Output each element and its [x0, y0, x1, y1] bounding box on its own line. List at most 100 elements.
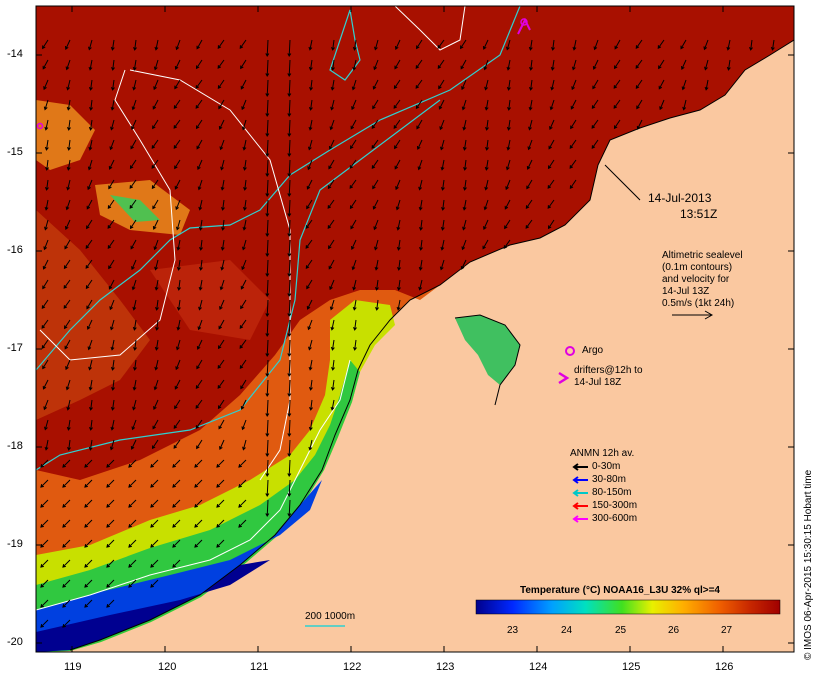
- velocity-arrow: [265, 239, 270, 257]
- velocity-arrow: [265, 79, 270, 97]
- velocity-arrow: [463, 159, 467, 171]
- velocity-arrow: [41, 319, 49, 329]
- velocity-arrow: [110, 79, 115, 91]
- velocity-arrow: [88, 59, 93, 71]
- velocity-arrow: [242, 439, 247, 451]
- lon-label-121: 121: [250, 661, 269, 673]
- velocity-arrow: [217, 359, 225, 369]
- anmn-item-2: 80-150m: [592, 487, 632, 498]
- velocity-arrow: [438, 79, 445, 90]
- velocity-arrow: [375, 299, 379, 311]
- velocity-arrow: [44, 139, 49, 151]
- offshore-patch-3: [110, 195, 160, 222]
- velocity-arrow: [462, 219, 467, 231]
- velocity-arrow: [265, 399, 270, 417]
- velocity-arrow: [177, 279, 181, 291]
- velocity-arrow: [265, 199, 270, 217]
- velocity-arrow: [89, 99, 93, 111]
- velocity-arrow: [84, 599, 93, 608]
- velocity-arrow: [44, 119, 49, 131]
- velocity-arrow: [239, 39, 247, 49]
- velocity-arrow: [327, 219, 335, 229]
- velocity-arrow: [199, 239, 203, 251]
- velocity-arrow: [419, 219, 423, 231]
- velocity-arrow: [195, 419, 203, 429]
- velocity-arrow: [175, 219, 181, 231]
- velocity-arrow: [194, 459, 203, 468]
- lat-label-18: -18: [7, 440, 23, 452]
- velocity-arrow: [571, 59, 577, 71]
- drifters-line-2: 14-Jul 18Z: [574, 377, 622, 388]
- velocity-arrow: [437, 39, 445, 49]
- argo-label: Argo: [582, 345, 604, 356]
- velocity-arrow: [265, 279, 270, 297]
- velocity-arrow: [154, 359, 159, 371]
- axis-ticks: [36, 6, 794, 652]
- anmn-item-1: 30-80m: [592, 474, 626, 485]
- velocity-arrow: [265, 119, 270, 137]
- velocity-arrow: [196, 339, 203, 350]
- velocity-arrow: [330, 319, 335, 331]
- velocity-arrow: [196, 139, 203, 150]
- velocity-arrow: [64, 239, 71, 250]
- velocity-arrow: [350, 219, 357, 230]
- velocity-arrow: [42, 259, 49, 270]
- velocity-arrow: [110, 399, 115, 411]
- velocity-arrow: [528, 39, 533, 51]
- velocity-arrow: [40, 459, 49, 468]
- lat-label-15: -15: [7, 146, 23, 158]
- velocity-arrow: [216, 519, 225, 528]
- velocity-arrow: [128, 539, 137, 548]
- velocity-arrow: [659, 99, 665, 111]
- velocity-arrow: [110, 419, 115, 431]
- velocity-arrow: [418, 259, 423, 271]
- velocity-arrow: [106, 559, 115, 568]
- velocity-arrow: [416, 119, 423, 130]
- velocity-arrow: [265, 459, 270, 477]
- colorbar-tick-26: 26: [668, 625, 680, 636]
- velocity-arrow: [66, 399, 71, 411]
- velocity-arrow: [85, 279, 93, 290]
- velocity-arrow: [221, 219, 225, 231]
- velocity-arrow: [681, 59, 687, 70]
- velocity-arrow: [309, 399, 313, 411]
- velocity-arrow: [196, 39, 203, 50]
- velocity-arrow: [62, 499, 71, 508]
- velocity-arrow: [131, 279, 137, 291]
- velocity-arrow: [526, 179, 533, 190]
- velocity-arrow: [287, 279, 292, 297]
- velocity-arrow: [218, 319, 225, 330]
- velocity-arrow: [307, 319, 313, 331]
- velocity-arrow: [415, 59, 423, 69]
- velocity-arrow: [129, 199, 137, 209]
- velocity-arrow: [108, 179, 115, 190]
- velocity-arrow: [150, 479, 159, 488]
- velocity-arrow: [106, 479, 115, 488]
- velocity-arrow: [525, 199, 533, 210]
- velocity-arrow: [770, 39, 775, 51]
- velocity-arrow: [131, 419, 137, 431]
- velocity-arrow: [42, 279, 49, 290]
- velocity-arrow: [195, 59, 203, 70]
- velocity-arrow: [197, 319, 203, 331]
- velocity-arrow: [308, 99, 313, 111]
- velocity-arrow: [287, 79, 292, 97]
- velocity-arrow: [65, 379, 71, 391]
- velocity-arrow: [394, 159, 401, 170]
- velocity-arrow: [174, 379, 181, 390]
- isobath-legend-label: 200 1000m: [305, 611, 356, 622]
- velocity-arrow: [85, 259, 93, 269]
- velocity-arrow: [504, 199, 511, 210]
- velocity-arrow: [196, 359, 203, 370]
- lon-label-123: 123: [436, 661, 455, 673]
- velocity-arrow: [287, 499, 292, 517]
- velocity-arrow: [41, 339, 49, 350]
- velocity-arrow: [287, 439, 292, 457]
- velocity-arrow: [42, 39, 49, 50]
- velocity-arrow: [84, 579, 93, 588]
- velocity-arrow: [461, 239, 467, 251]
- velocity-arrow: [195, 79, 203, 89]
- velocity-arrow: [550, 59, 555, 71]
- velocity-arrow: [440, 159, 445, 171]
- velocity-arrow: [241, 419, 247, 431]
